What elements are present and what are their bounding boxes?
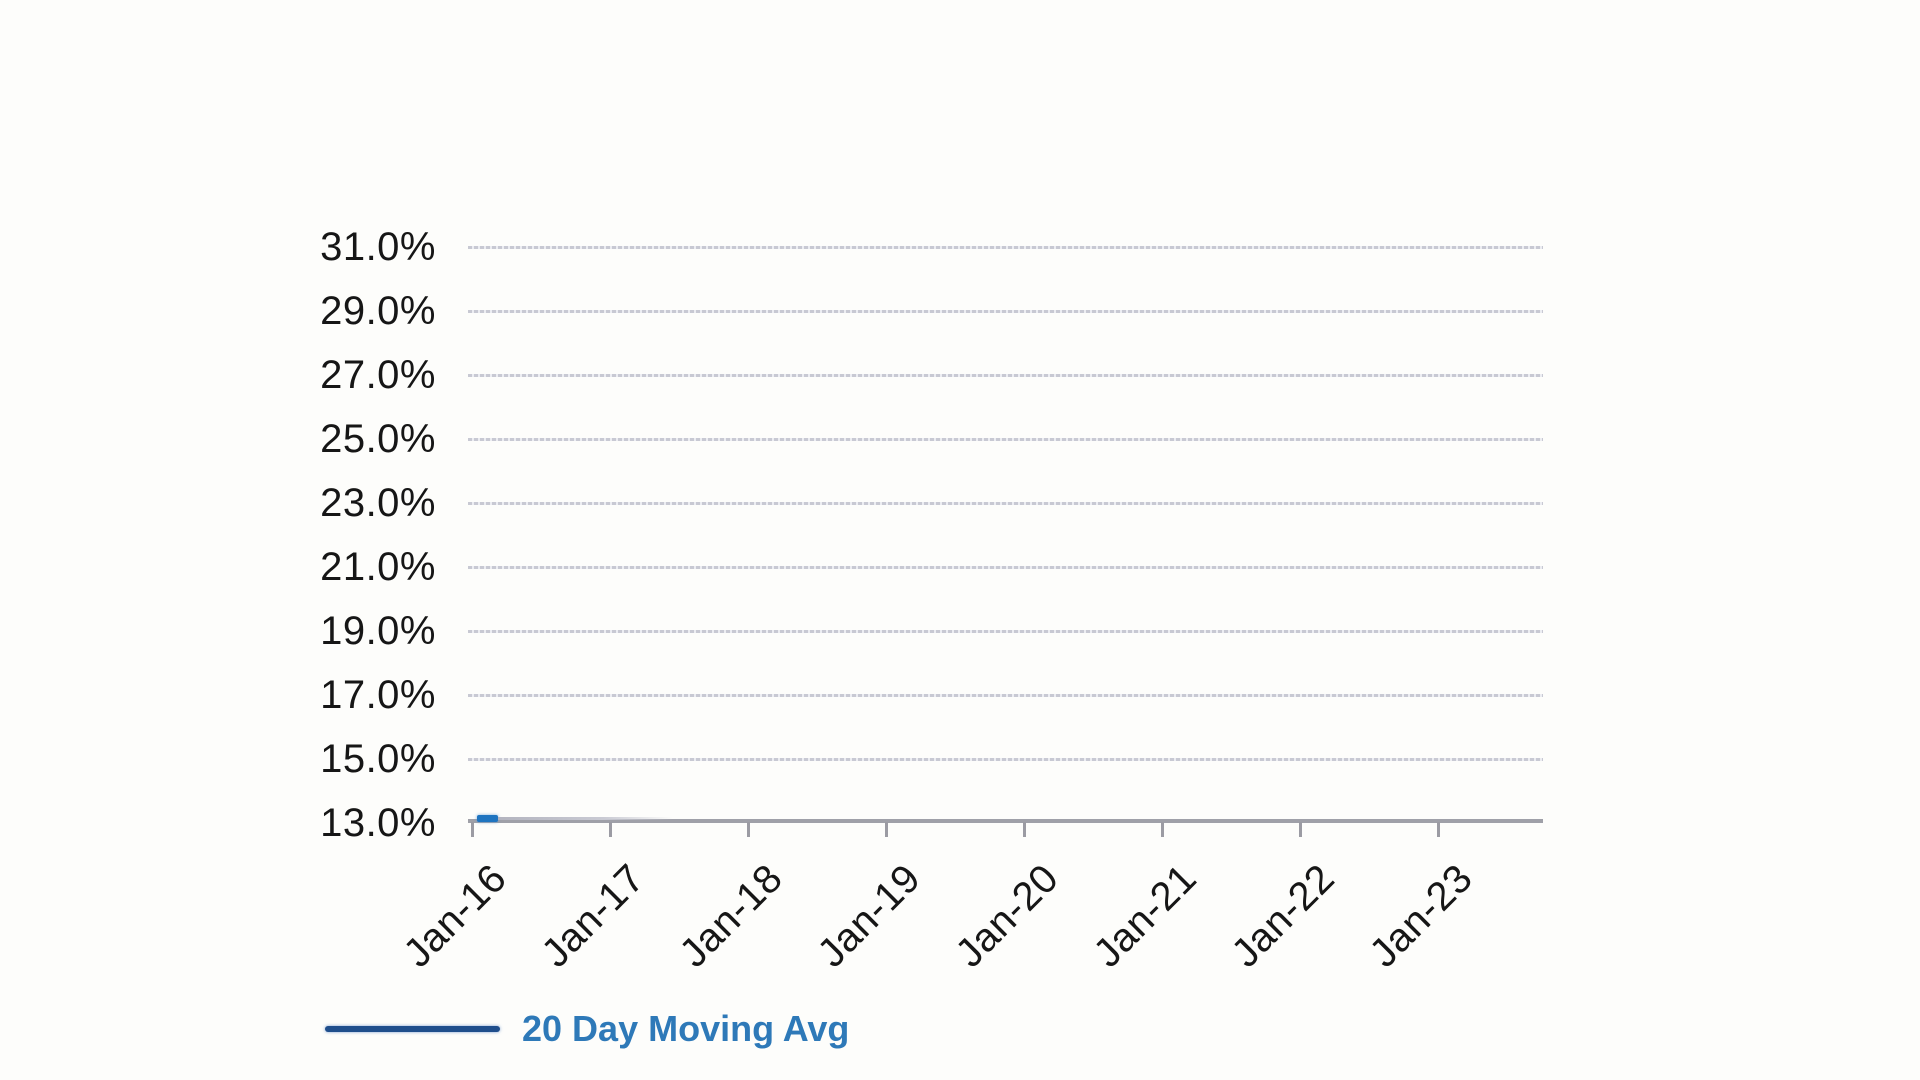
legend-label: 20 Day Moving Avg bbox=[522, 1008, 850, 1049]
gridline bbox=[468, 374, 1543, 377]
y-axis-label: 31.0% bbox=[320, 224, 436, 269]
x-axis-tick bbox=[1299, 822, 1302, 837]
x-axis-label: Jan-19 bbox=[809, 856, 930, 976]
legend-line-swatch bbox=[325, 1026, 500, 1032]
x-axis-label: Jan-17 bbox=[533, 856, 654, 976]
legend: 20 Day Moving Avg bbox=[325, 1008, 849, 1050]
series-line-segment bbox=[477, 815, 498, 822]
y-axis-label: 19.0% bbox=[320, 608, 436, 653]
gridline bbox=[468, 438, 1543, 441]
x-axis-tick bbox=[609, 822, 612, 837]
y-axis-label: 25.0% bbox=[320, 416, 436, 461]
gridline bbox=[468, 566, 1543, 569]
x-axis-tick bbox=[747, 822, 750, 837]
x-axis-label: Jan-23 bbox=[1361, 856, 1482, 976]
x-axis-tick bbox=[1437, 822, 1440, 837]
series-line-faded-tail bbox=[498, 817, 673, 820]
x-axis-tick bbox=[1023, 822, 1026, 837]
gridline bbox=[468, 758, 1543, 761]
x-axis-tick bbox=[885, 822, 888, 837]
x-axis-tick bbox=[471, 822, 474, 837]
x-axis-label: Jan-22 bbox=[1223, 856, 1344, 976]
gridline bbox=[468, 694, 1543, 697]
y-axis-label: 13.0% bbox=[320, 800, 436, 845]
gridline bbox=[468, 630, 1543, 633]
x-axis-label: Jan-16 bbox=[395, 856, 516, 976]
gridline bbox=[468, 246, 1543, 249]
y-axis-label: 29.0% bbox=[320, 288, 436, 333]
x-axis-label: Jan-20 bbox=[947, 856, 1068, 976]
x-axis-line bbox=[468, 819, 1543, 823]
x-axis-label: Jan-18 bbox=[671, 856, 792, 976]
y-axis-label: 27.0% bbox=[320, 352, 436, 397]
gridline bbox=[468, 310, 1543, 313]
x-axis-tick bbox=[1161, 822, 1164, 837]
y-axis-label: 15.0% bbox=[320, 736, 436, 781]
x-axis-label: Jan-21 bbox=[1085, 856, 1206, 976]
y-axis-label: 17.0% bbox=[320, 672, 436, 717]
gridline bbox=[468, 502, 1543, 505]
y-axis-label: 21.0% bbox=[320, 544, 436, 589]
y-axis-label: 23.0% bbox=[320, 480, 436, 525]
